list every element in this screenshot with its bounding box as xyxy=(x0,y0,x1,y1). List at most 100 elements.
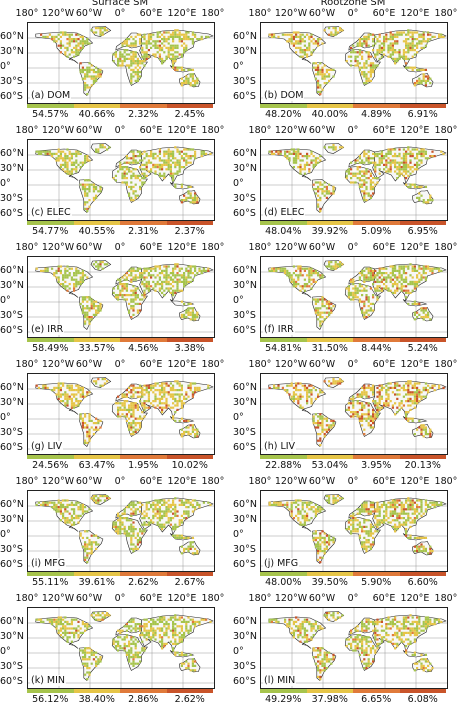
category-cell xyxy=(178,170,181,173)
category-cell xyxy=(156,31,159,34)
category-cell xyxy=(416,316,419,319)
category-cell xyxy=(130,305,133,308)
latitude-tick-label: 30°N xyxy=(0,397,24,408)
category-cell xyxy=(372,276,375,279)
category-cell xyxy=(86,545,89,548)
category-cell xyxy=(121,285,124,288)
category-cell xyxy=(191,510,194,513)
category-cell xyxy=(136,161,139,164)
category-cell xyxy=(194,194,197,197)
category-cell xyxy=(398,280,401,283)
category-cell xyxy=(119,525,122,528)
category-cell xyxy=(367,512,370,515)
category-cell xyxy=(385,155,388,158)
category-cell xyxy=(411,302,414,305)
category-cell xyxy=(121,289,124,292)
category-cell xyxy=(416,185,419,188)
category-cell xyxy=(66,521,69,524)
category-cell xyxy=(328,536,331,539)
category-cell xyxy=(125,161,128,164)
category-cell xyxy=(398,31,401,34)
category-cell xyxy=(84,320,87,323)
category-cell xyxy=(185,49,188,52)
category-cell xyxy=(73,393,76,396)
category-cell xyxy=(158,40,161,43)
category-cell xyxy=(391,155,394,158)
category-cell xyxy=(169,382,172,385)
category-cell xyxy=(416,547,419,550)
category-cell xyxy=(194,318,197,321)
category-cell xyxy=(66,503,69,506)
category-cell xyxy=(422,150,425,153)
category-cell xyxy=(402,384,405,387)
category-cell xyxy=(387,501,390,504)
category-cell xyxy=(167,152,170,155)
category-cell xyxy=(407,267,410,270)
category-cell xyxy=(66,402,69,405)
category-cell xyxy=(308,168,311,171)
category-cell xyxy=(328,33,331,36)
category-cell xyxy=(385,384,388,387)
category-cell xyxy=(317,203,320,206)
category-cell xyxy=(95,541,98,544)
category-cell xyxy=(427,503,430,506)
category-cell xyxy=(356,172,359,175)
category-cell xyxy=(176,536,179,539)
category-cell xyxy=(420,309,423,312)
category-cell xyxy=(57,38,60,41)
category-cell xyxy=(99,144,102,147)
category-cell xyxy=(143,150,146,153)
category-cell xyxy=(389,170,392,173)
category-cell xyxy=(389,280,392,283)
category-cell xyxy=(81,300,84,303)
category-cell xyxy=(409,185,412,188)
category-percentages: 48.00% 39.50% 5.90% 6.60% xyxy=(260,577,446,589)
category-cell xyxy=(292,386,295,389)
category-cell xyxy=(79,413,82,416)
category-cell xyxy=(374,274,377,277)
category-cell xyxy=(323,190,326,193)
category-cell xyxy=(367,51,370,54)
category-cell xyxy=(77,163,80,166)
category-cell xyxy=(365,501,368,504)
category-cell xyxy=(277,501,280,504)
category-cell xyxy=(134,536,137,539)
category-cell xyxy=(194,79,197,82)
category-cell xyxy=(429,433,432,436)
longitude-tick-label: 180° xyxy=(15,242,39,253)
category-cell xyxy=(336,263,339,266)
category-cell xyxy=(314,397,317,400)
category-cell xyxy=(433,503,436,506)
category-cell xyxy=(363,183,366,186)
category-cell xyxy=(172,397,175,400)
category-cell xyxy=(66,172,69,175)
category-cell xyxy=(172,66,175,69)
category-cell xyxy=(154,172,157,175)
category-cell xyxy=(154,512,157,515)
category-cell xyxy=(97,150,100,153)
category-cell xyxy=(354,174,357,177)
category-cell xyxy=(317,157,320,160)
category-cell xyxy=(350,172,353,175)
category-cell xyxy=(172,174,175,177)
category-cell xyxy=(303,40,306,43)
category-cell xyxy=(292,42,295,45)
category-cell xyxy=(391,148,394,151)
category-cell xyxy=(405,51,408,54)
category-cell xyxy=(172,417,175,420)
category-cell xyxy=(345,528,348,531)
category-cell xyxy=(169,395,172,398)
category-cell xyxy=(411,170,414,173)
category-cell xyxy=(176,44,179,47)
category-cell xyxy=(352,172,355,175)
category-cell xyxy=(380,159,383,162)
category-cell xyxy=(405,415,408,418)
category-cell xyxy=(413,400,416,403)
category-cell xyxy=(88,419,91,422)
category-cell xyxy=(413,386,416,389)
category-cell xyxy=(196,428,199,431)
category-cell xyxy=(363,172,366,175)
category-cell xyxy=(125,278,128,281)
category-cell xyxy=(429,552,432,555)
category-cell xyxy=(165,506,168,509)
